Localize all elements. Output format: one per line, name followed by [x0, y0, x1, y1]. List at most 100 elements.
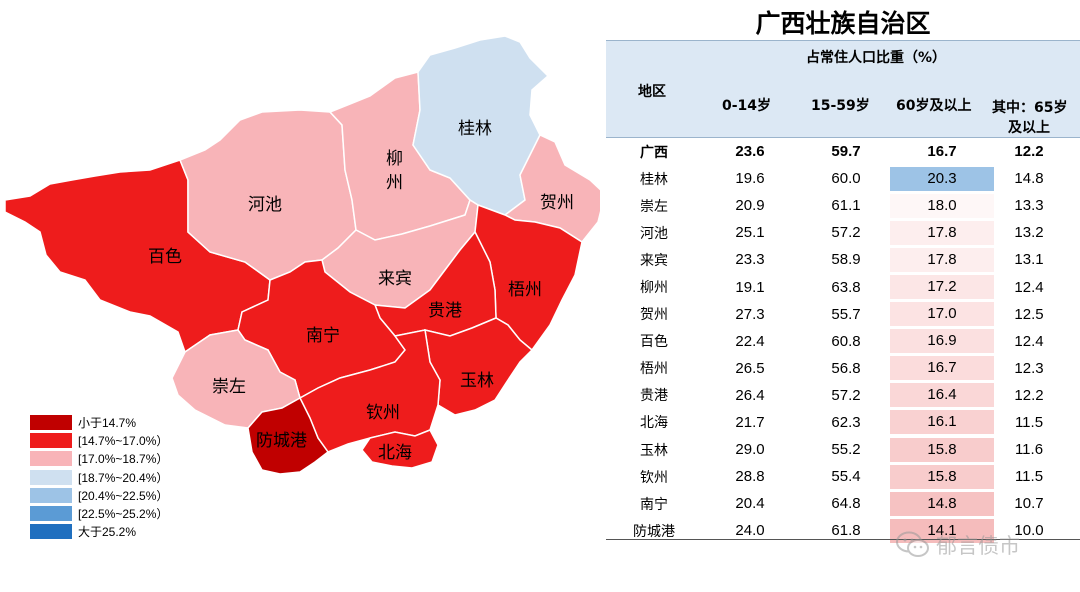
population-table: 占常住人口比重（%） 地区 0-14岁 15-59岁 60岁及以上 其中：65岁… [606, 40, 1080, 544]
watermark: 郁言债市 [896, 530, 1020, 560]
legend-label: [17.0%~18.7%） [78, 452, 169, 467]
cell-15-59: 60.0 [831, 170, 861, 188]
legend-swatch [30, 451, 72, 467]
table-bottom-rule [606, 539, 1080, 540]
cell-15-59: 61.8 [831, 522, 861, 540]
cell-15-59: 61.1 [831, 197, 861, 215]
table-row: 梧州 26.5 56.8 16.7 12.3 [606, 355, 1080, 382]
cell-15-59: 60.8 [831, 332, 861, 350]
map-legend: 小于14.7% [14.7%~17.0%） [17.0%~18.7%） [18.7%~… [30, 413, 168, 541]
cell-15-59: 63.8 [831, 278, 861, 296]
cell-65-plus: 11.6 [1014, 441, 1044, 459]
cell-65-plus: 12.2 [1014, 143, 1044, 161]
table-row: 柳州 19.1 63.8 17.2 12.4 [606, 273, 1080, 300]
cell-60-plus: 14.1 [890, 518, 994, 543]
cell-area: 桂林 [640, 171, 668, 188]
legend-swatch [30, 506, 72, 522]
cell-65-plus: 12.3 [1014, 359, 1044, 377]
cell-0-14: 23.6 [735, 143, 765, 161]
cell-65-plus: 12.4 [1014, 332, 1044, 350]
legend-item: 大于25.2% [30, 523, 168, 541]
table-row: 河池 25.1 57.2 17.8 13.2 [606, 219, 1080, 246]
cell-65-plus: 11.5 [1014, 413, 1044, 431]
table-row: 桂林 19.6 60.0 20.3 14.8 [606, 165, 1080, 192]
header-group: 占常住人口比重（%） [806, 50, 947, 66]
region-qinzhou[interactable] [299, 329, 441, 453]
wechat-icon [896, 531, 929, 557]
cell-area: 南宁 [640, 496, 668, 513]
cell-60-plus: 16.9 [890, 329, 994, 354]
cell-65-plus: 12.2 [1014, 386, 1044, 404]
cell-60-plus: 20.3 [890, 166, 994, 191]
table-row: 广西 23.6 59.7 16.7 12.2 [606, 138, 1080, 165]
region-beihai[interactable] [361, 429, 439, 469]
label-baise: 百色 [148, 247, 182, 267]
cell-area: 崇左 [640, 198, 668, 215]
cell-area: 北海 [640, 415, 668, 432]
label-fangchenggang: 防城港 [256, 431, 307, 451]
cell-0-14: 21.7 [735, 413, 765, 431]
header-0-14: 0-14岁 [722, 98, 772, 114]
legend-swatch [30, 432, 72, 448]
region-fangchenggang[interactable] [247, 396, 330, 475]
legend-item: [20.4%~22.5%） [30, 486, 168, 504]
cell-0-14: 24.0 [735, 522, 765, 540]
cell-60-plus: 16.1 [890, 410, 994, 435]
cell-15-59: 62.3 [831, 413, 861, 431]
legend-label: [14.7%~17.0%） [78, 433, 169, 448]
cell-15-59: 64.8 [831, 495, 861, 513]
cell-60-plus: 17.0 [890, 302, 994, 327]
legend-label: [18.7%~20.4%） [78, 470, 169, 485]
legend-item: 小于14.7% [30, 413, 168, 431]
cell-60-plus: 15.8 [890, 437, 994, 462]
cell-65-plus: 12.5 [1014, 305, 1044, 323]
label-liuzhou-2: 州 [386, 173, 403, 193]
cell-15-59: 58.9 [831, 251, 861, 269]
label-wuzhou: 梧州 [508, 280, 542, 300]
label-qinzhou: 钦州 [366, 403, 400, 423]
cell-0-14: 29.0 [735, 441, 765, 459]
cell-area: 梧州 [640, 361, 668, 378]
legend-label: 小于14.7% [78, 415, 137, 430]
header-60: 60岁及以上 [896, 98, 972, 114]
table-row: 北海 21.7 62.3 16.1 11.5 [606, 409, 1080, 436]
table-body: 广西 23.6 59.7 16.7 12.2 桂林 19.6 60.0 20.3 14.8 崇左 20… [606, 138, 1080, 544]
cell-area: 贵港 [640, 388, 668, 405]
table-row: 贺州 27.3 55.7 17.0 12.5 [606, 301, 1080, 328]
cell-0-14: 20.9 [735, 197, 765, 215]
cell-60-plus: 15.8 [890, 464, 994, 489]
cell-0-14: 23.3 [735, 251, 765, 269]
cell-65-plus: 10.7 [1014, 495, 1044, 513]
legend-swatch [30, 414, 72, 430]
cell-60-plus: 14.8 [890, 491, 994, 516]
table-row: 南宁 20.4 64.8 14.8 10.7 [606, 490, 1080, 517]
header-65-line2: 及以上 [1008, 120, 1050, 136]
cell-0-14: 26.5 [735, 359, 765, 377]
label-liuzhou-1: 柳 [386, 149, 403, 169]
cell-65-plus: 10.0 [1014, 522, 1044, 540]
cell-area: 玉林 [640, 442, 668, 459]
cell-65-plus: 13.3 [1014, 197, 1044, 215]
cell-area: 河池 [640, 225, 668, 242]
label-laibin: 来宾 [378, 269, 412, 289]
cell-60-plus: 17.8 [890, 247, 994, 272]
label-nanning: 南宁 [306, 326, 340, 346]
legend-label: [22.5%~25.2%） [78, 507, 169, 522]
cell-60-plus: 17.2 [890, 275, 994, 300]
header-15-59: 15-59岁 [811, 98, 870, 114]
cell-0-14: 19.6 [735, 170, 765, 188]
table-row: 贵港 26.4 57.2 16.4 12.2 [606, 382, 1080, 409]
label-chongzuo: 崇左 [212, 377, 246, 397]
cell-area: 来宾 [640, 252, 668, 269]
legend-item: [17.0%~18.7%） [30, 450, 168, 468]
guangxi-map: 桂林 柳 州 贺州 河池 百色 来宾 梧州 贵港 南宁 玉林 崇左 钦州 防城港… [4, 35, 600, 475]
cell-15-59: 57.2 [831, 386, 861, 404]
table-row: 百色 22.4 60.8 16.9 12.4 [606, 328, 1080, 355]
label-beihai: 北海 [378, 443, 412, 463]
legend-label: [20.4%~22.5%） [78, 488, 169, 503]
table-row: 崇左 20.9 61.1 18.0 13.3 [606, 192, 1080, 219]
cell-15-59: 55.7 [831, 305, 861, 323]
table-row: 钦州 28.8 55.4 15.8 11.5 [606, 463, 1080, 490]
cell-60-plus: 16.7 [890, 139, 994, 164]
cell-0-14: 26.4 [735, 386, 765, 404]
